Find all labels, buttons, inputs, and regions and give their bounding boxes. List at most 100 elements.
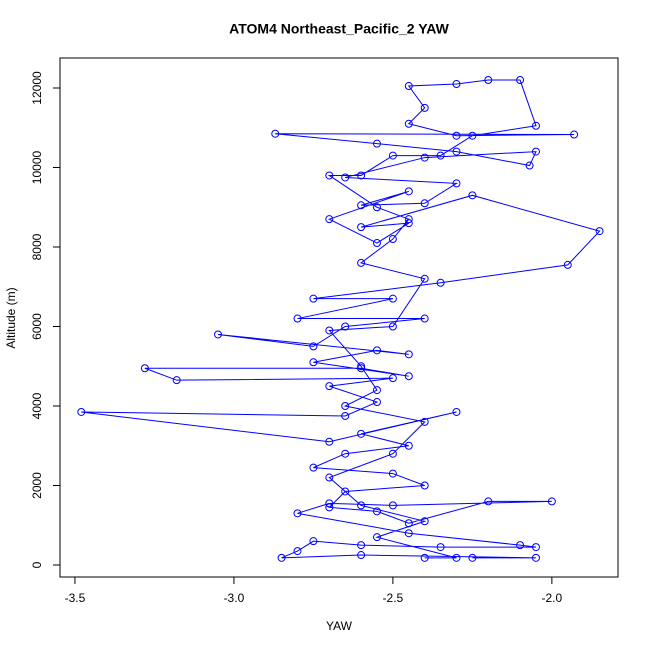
point — [516, 76, 525, 85]
x-tick-label: -2.5 — [383, 591, 404, 605]
point — [77, 407, 86, 416]
point — [404, 350, 413, 359]
point — [357, 223, 366, 232]
point — [404, 372, 413, 381]
point — [420, 553, 429, 562]
point — [372, 239, 381, 248]
point — [293, 314, 302, 323]
y-tick-label: 12000 — [30, 71, 44, 105]
point — [372, 386, 381, 395]
point — [404, 441, 413, 450]
point — [357, 501, 366, 510]
point — [341, 173, 350, 182]
chart-title: ATOM4 Northeast_Pacific_2 YAW — [229, 21, 449, 37]
point — [436, 278, 445, 287]
point — [531, 147, 540, 156]
point — [420, 517, 429, 526]
point — [420, 274, 429, 283]
point — [357, 541, 366, 550]
point — [357, 429, 366, 438]
point — [525, 161, 534, 170]
point — [420, 153, 429, 162]
point — [436, 151, 445, 160]
point — [341, 322, 350, 331]
point — [357, 551, 366, 560]
point — [325, 473, 334, 482]
point — [388, 294, 397, 303]
point — [309, 537, 318, 546]
point — [388, 151, 397, 160]
point — [468, 131, 477, 140]
point — [341, 487, 350, 496]
point — [404, 82, 413, 91]
point — [309, 358, 318, 367]
point — [372, 533, 381, 542]
series-line — [81, 79, 601, 559]
point — [341, 402, 350, 411]
point — [293, 509, 302, 518]
point — [372, 398, 381, 407]
point — [357, 258, 366, 267]
y-tick-label: 2000 — [30, 472, 44, 499]
point — [357, 201, 366, 210]
point — [372, 203, 381, 212]
point — [468, 191, 477, 200]
point — [140, 364, 149, 373]
point — [452, 553, 461, 562]
point — [420, 481, 429, 490]
point — [388, 449, 397, 458]
x-axis-label: YAW — [326, 619, 353, 633]
point — [404, 187, 413, 196]
y-tick-label: 0 — [30, 561, 44, 568]
point — [388, 501, 397, 510]
point — [531, 121, 540, 130]
y-tick-label: 6000 — [30, 313, 44, 340]
point — [325, 326, 334, 335]
point — [420, 103, 429, 112]
point — [172, 376, 181, 385]
point — [570, 130, 579, 139]
point — [341, 411, 350, 420]
point — [531, 553, 540, 562]
point — [325, 499, 334, 508]
point — [214, 330, 223, 339]
point — [325, 503, 334, 512]
y-axis-label: Altitude (m) — [4, 287, 18, 348]
point — [452, 147, 461, 156]
point — [357, 362, 366, 371]
x-tick-label: -3.0 — [224, 591, 245, 605]
point — [277, 553, 286, 562]
point — [420, 417, 429, 426]
y-tick-label: 4000 — [30, 392, 44, 419]
point — [372, 139, 381, 148]
point — [404, 219, 413, 228]
point — [452, 179, 461, 188]
point — [388, 322, 397, 331]
point — [271, 129, 280, 138]
point — [404, 215, 413, 224]
point — [531, 543, 540, 552]
x-tick-label: -2.0 — [542, 591, 563, 605]
point — [325, 437, 334, 446]
point — [325, 215, 334, 224]
point — [484, 497, 493, 506]
point — [484, 76, 493, 85]
point — [325, 382, 334, 391]
y-tick-label: 8000 — [30, 233, 44, 260]
point — [388, 235, 397, 244]
point — [325, 171, 334, 180]
point — [563, 260, 572, 269]
point — [372, 507, 381, 516]
point — [309, 294, 318, 303]
point — [547, 497, 556, 506]
point — [293, 547, 302, 556]
point — [404, 119, 413, 128]
point — [357, 364, 366, 373]
point — [357, 171, 366, 180]
point — [388, 374, 397, 383]
point — [595, 227, 604, 236]
point — [436, 543, 445, 552]
point — [452, 80, 461, 89]
